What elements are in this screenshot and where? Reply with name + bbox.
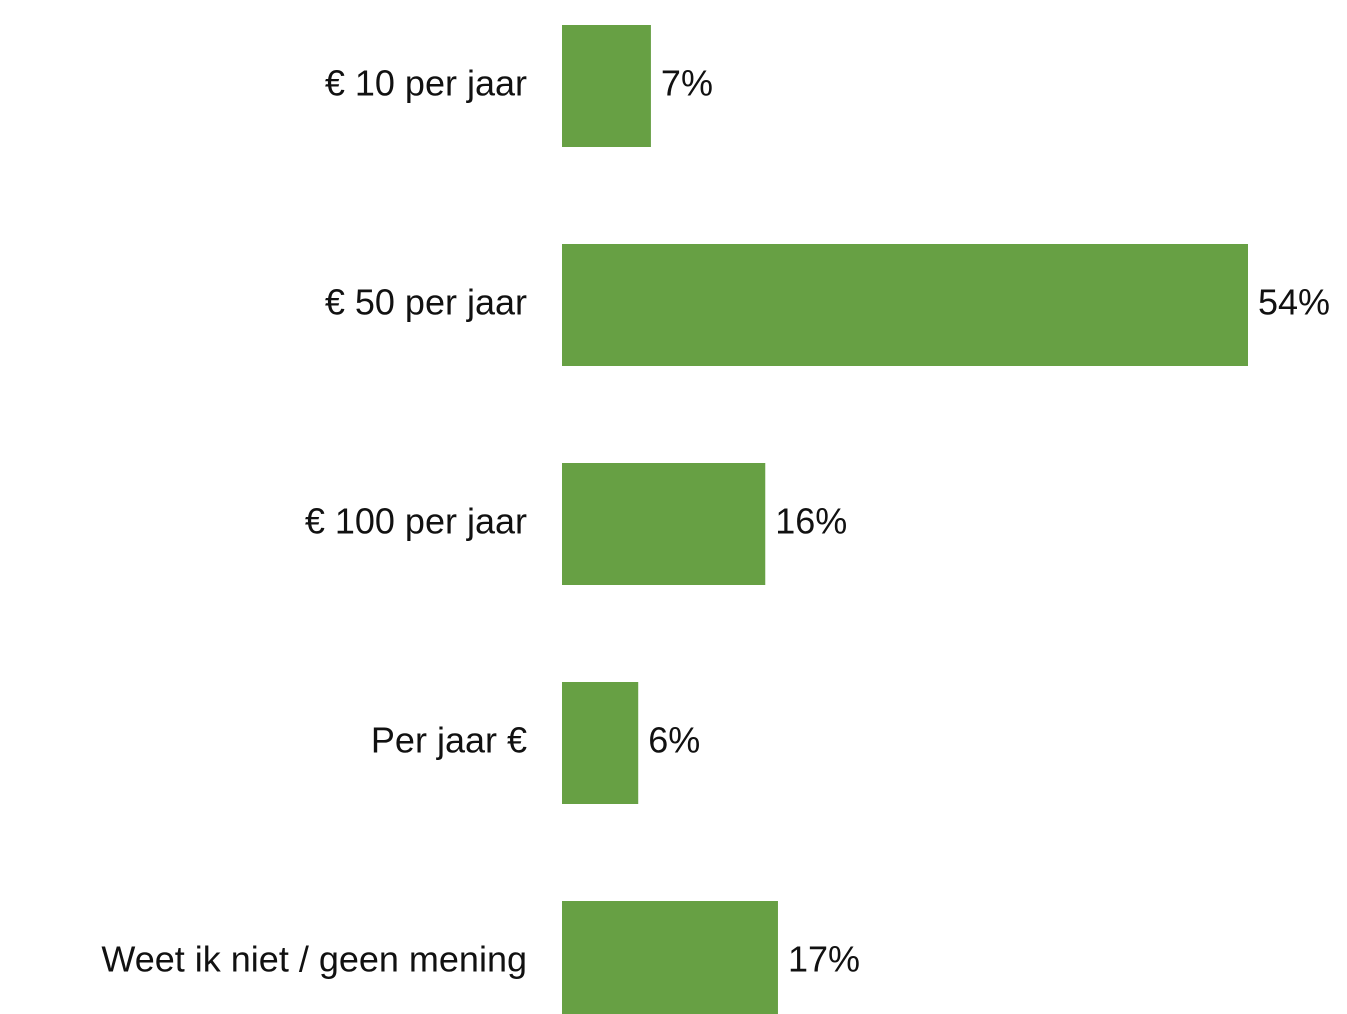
value-label: 16% <box>775 501 847 542</box>
category-label: € 100 per jaar <box>305 501 527 542</box>
bar <box>562 244 1248 366</box>
bar <box>562 463 766 585</box>
category-label: Weet ik niet / geen mening <box>101 939 527 980</box>
bar <box>562 682 639 804</box>
category-label: € 10 per jaar <box>325 63 527 104</box>
bar <box>562 25 651 147</box>
value-label: 54% <box>1258 282 1330 323</box>
value-label: 7% <box>661 63 713 104</box>
bar <box>562 901 778 1014</box>
category-label: € 50 per jaar <box>325 282 527 323</box>
value-label: 17% <box>788 939 860 980</box>
category-label: Per jaar € <box>371 720 527 761</box>
value-label: 6% <box>648 720 700 761</box>
